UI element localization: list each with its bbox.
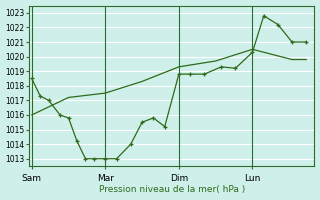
X-axis label: Pression niveau de la mer( hPa ): Pression niveau de la mer( hPa )	[99, 185, 245, 194]
